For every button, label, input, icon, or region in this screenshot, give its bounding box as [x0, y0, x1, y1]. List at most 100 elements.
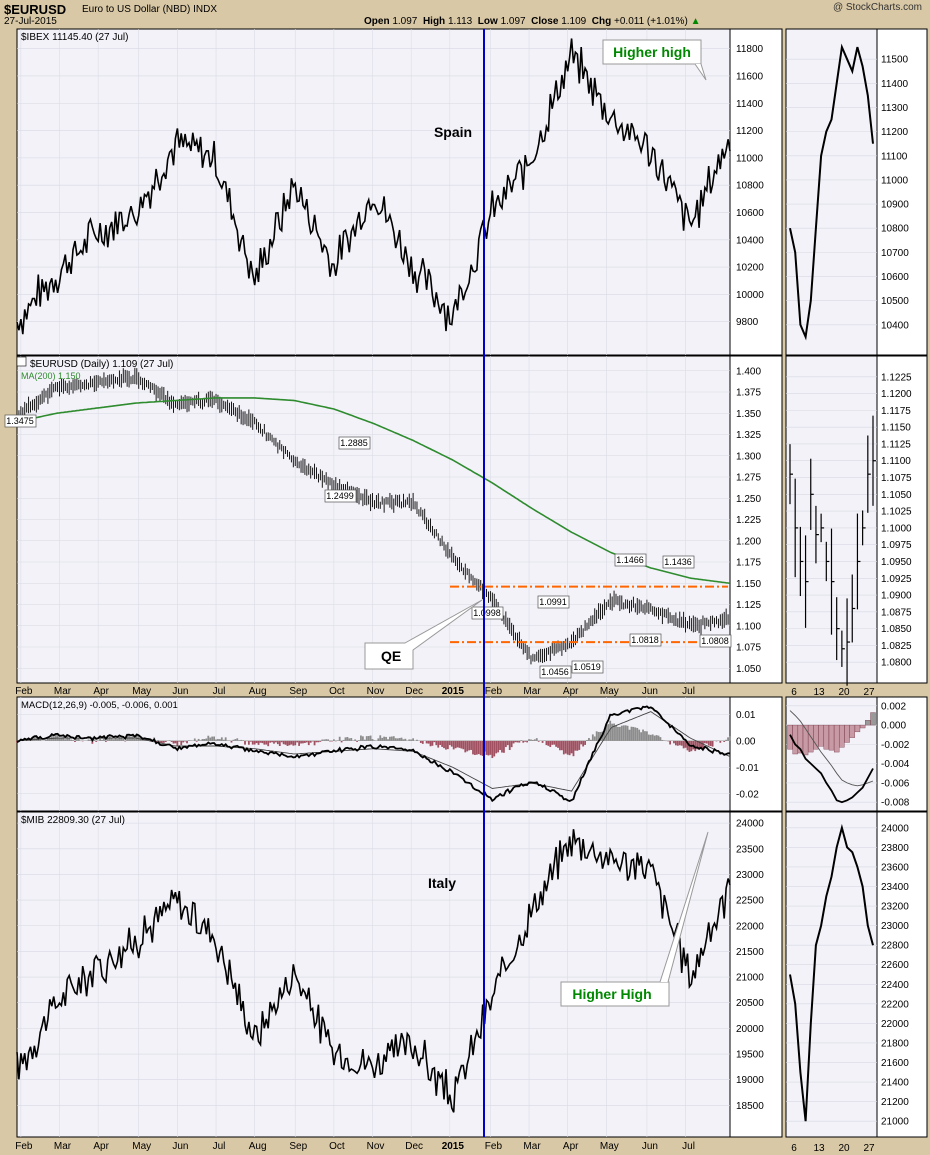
inset-ytick-label: 11100	[881, 151, 908, 162]
ytick-label: -0.01	[736, 763, 759, 774]
xaxis-label: Aug	[249, 686, 267, 697]
chart-header: $EURUSD Euro to US Dollar (NBD) INDX 27-…	[0, 0, 930, 28]
inset-ytick-label: 1.1050	[881, 490, 912, 501]
inset-ytick-label: 21600	[881, 1058, 909, 1069]
open-label: Open	[364, 16, 390, 27]
ytick-label: 23500	[736, 844, 764, 855]
data-label: 1.0991	[539, 597, 567, 607]
qe-annotation: QE	[381, 648, 401, 664]
higher-high-callout-box-2	[560, 981, 670, 1007]
panel-0-frame	[16, 28, 731, 356]
inset-histogram-bar	[849, 724, 855, 738]
xaxis-label: Feb	[485, 686, 503, 697]
data-label: 1.0456	[541, 667, 569, 677]
inset-ytick-label: 22800	[881, 941, 909, 952]
yaxis-1	[729, 355, 783, 684]
ytick-label: 1.075	[736, 643, 761, 654]
higher-high-callout: Higher high	[613, 44, 691, 60]
xaxis-label: May	[600, 686, 619, 697]
xaxis-label-bottom: May	[132, 1141, 151, 1152]
higher-high-callout-pointer-2	[659, 831, 709, 983]
ibex-title: $IBEX 11145.40 (27 Jul)	[21, 32, 128, 43]
inset-ytick-label: 0.000	[881, 721, 906, 732]
italy-annotation: Italy	[428, 875, 456, 891]
mib-title: $MIB 22809.30 (27 Jul)	[21, 815, 125, 826]
data-label-box	[539, 665, 572, 679]
ibex-inset-line	[789, 43, 874, 341]
inset-ytick-label: 21000	[881, 1117, 909, 1128]
ytick-label: 11800	[736, 44, 764, 55]
inset-ytick-label: 22200	[881, 999, 909, 1010]
ytick-label: 24000	[736, 819, 764, 830]
ytick-label: 20500	[736, 998, 764, 1009]
ytick-label: 10000	[736, 290, 764, 301]
data-label-box	[571, 660, 604, 674]
xaxis-label-bottom: Mar	[523, 1141, 541, 1152]
data-label: 1.0808	[701, 636, 729, 646]
qe-callout-box	[364, 642, 414, 670]
ytick-label: 10800	[736, 181, 764, 192]
inset-ytick-label: 1.1025	[881, 507, 912, 518]
inset-xtick-label: 20	[838, 1143, 850, 1154]
inset-xtick-label: 13	[813, 1143, 825, 1154]
inset-signal-line	[789, 710, 874, 787]
inset-ytick-label: 10400	[881, 320, 909, 331]
inset-histogram-bar	[859, 724, 866, 729]
inset-histogram-bar	[818, 724, 824, 747]
inset-ytick-label: 1.0825	[881, 641, 912, 652]
ytick-label: 11200	[736, 126, 764, 137]
data-label: 1.2885	[340, 438, 368, 448]
data-label-box	[614, 553, 647, 567]
yaxis-0	[729, 28, 783, 356]
up-arrow-icon: ▲	[690, 16, 701, 27]
inset-ytick-label: 10800	[881, 224, 909, 235]
inset-ytick-label: 1.1000	[881, 523, 912, 534]
inset-histogram-bar	[839, 724, 845, 748]
xaxis-label-bottom: Dec	[405, 1141, 423, 1152]
inset-xtick-label: 6	[791, 687, 797, 698]
inset-ytick-label: 22000	[881, 1019, 909, 1030]
inset-ytick-label: 11400	[881, 79, 909, 90]
xaxis-label-bottom: Feb	[485, 1141, 503, 1152]
eurusd-ohlc-bars	[16, 367, 731, 665]
eurusd-title: $EURUSD (Daily) 1.109 (27 Jul)	[30, 359, 173, 370]
inset-ytick-label: 23400	[881, 882, 909, 893]
inset-ytick-label: 1.1125	[881, 439, 911, 450]
ytick-label: 1.325	[736, 430, 761, 441]
xaxis-label-bottom: Jul	[213, 1141, 226, 1152]
mib-price-line	[16, 829, 731, 1113]
data-label: 1.1436	[664, 557, 692, 567]
inset-ytick-label: 1.0875	[881, 607, 912, 618]
symbol-title: $EURUSD	[4, 2, 67, 17]
ytick-label: 0.00	[736, 736, 756, 747]
high-value: 1.113	[447, 16, 473, 27]
ytick-label: 18500	[736, 1101, 764, 1112]
data-label-box	[662, 555, 695, 569]
inset-2-frame	[785, 696, 878, 812]
inset-histogram-bar	[828, 724, 835, 751]
inset-ytick-label: 11500	[881, 55, 909, 66]
data-label: 1.1466	[616, 555, 644, 565]
spain-annotation: Spain	[434, 124, 472, 140]
inset-ytick-label: 22600	[881, 960, 909, 971]
data-label-box	[629, 633, 662, 647]
xaxis-label-bottom: Nov	[367, 1141, 385, 1152]
inset-ytick-label: 1.0975	[881, 540, 912, 551]
inset-xtick-label: 27	[863, 1143, 875, 1154]
data-label: 1.2499	[326, 491, 354, 501]
inset-ytick-label: 23000	[881, 921, 909, 932]
xaxis-label-bottom: Feb	[15, 1141, 33, 1152]
xaxis-label-bottom: Sep	[289, 1141, 307, 1152]
inset-ytick-label: 10600	[881, 272, 909, 283]
inset-ytick-label: 1.1075	[881, 473, 912, 484]
higher-high-callout-2: Higher High	[572, 986, 651, 1002]
watermark: @ StockCharts.com	[832, 2, 922, 13]
ytick-label: 1.400	[736, 366, 761, 377]
close-label: Close	[531, 16, 559, 27]
inset-histogram-bar	[823, 724, 830, 750]
xaxis-label-bottom: Jul	[682, 1141, 695, 1152]
data-label: 1.0998	[473, 608, 501, 618]
ytick-label: 19000	[736, 1075, 764, 1086]
low-value: 1.097	[500, 16, 526, 27]
chg-value: +0.011 (+1.01%)	[614, 16, 688, 27]
